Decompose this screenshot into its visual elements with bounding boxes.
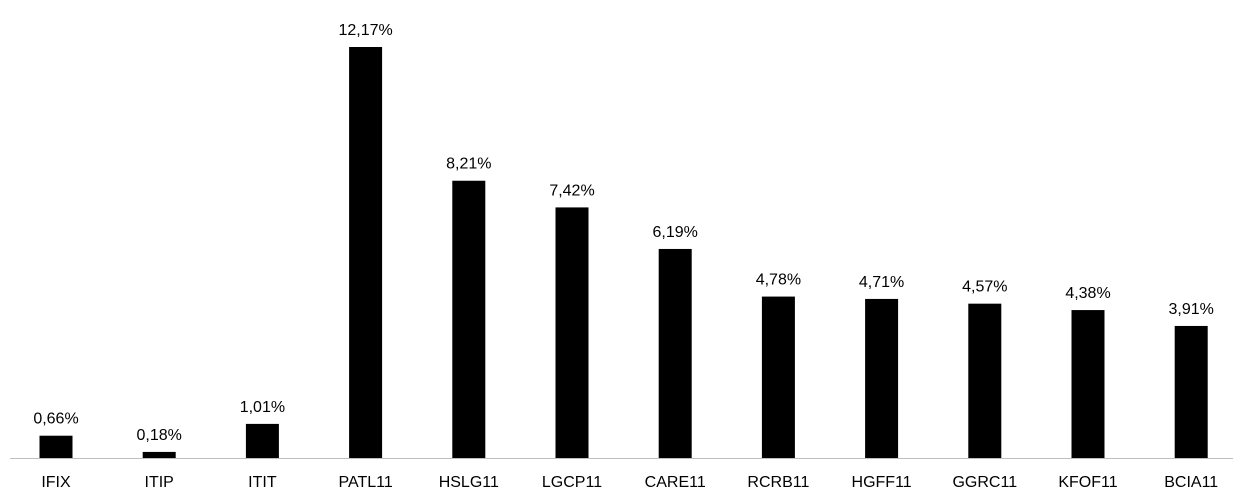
x-tick-label-rcrb11: RCRB11	[747, 474, 809, 491]
x-tick-label-hslg11: HSLG11	[439, 474, 499, 491]
x-tick-label-ggrc11: GGRC11	[952, 474, 1017, 491]
x-tick-label-bcia11: BCIA11	[1164, 474, 1218, 491]
data-label-hslg11: 8,21%	[446, 156, 491, 173]
x-tick-label-lgcp11: LGCP11	[542, 474, 602, 491]
bar-lgcp11	[555, 207, 589, 458]
data-label-bcia11: 3,91%	[1169, 301, 1214, 318]
bar-care11	[658, 248, 692, 458]
bar-patl11	[349, 47, 383, 458]
bar-ifix	[39, 435, 73, 458]
data-label-kfof11: 4,38%	[1065, 285, 1110, 302]
x-tick-labels: IFIX ITIP ITIT PATL11 HSLG11 LGCP11 CARE11 RCRB…	[41, 474, 1218, 491]
x-tick-label-ifix: IFIX	[41, 474, 71, 491]
bar-hslg11	[452, 180, 486, 458]
data-label-ggrc11: 4,57%	[962, 279, 1007, 296]
bar-hgff11	[865, 298, 899, 458]
data-labels: 0,66% 0,18% 1,01% 12,17% 8,21% 7,42% 6,19% 4,78…	[33, 22, 1214, 444]
x-tick-label-kfof11: KFOF11	[1058, 474, 1117, 491]
bar-itip	[142, 451, 176, 458]
x-tick-label-hgff11: HGFF11	[852, 474, 912, 491]
data-label-ifix: 0,66%	[33, 411, 78, 428]
bar-kfof11	[1071, 310, 1105, 458]
bar-ggrc11	[968, 303, 1002, 458]
bar-itit	[245, 423, 279, 458]
data-label-care11: 6,19%	[653, 224, 698, 241]
data-label-itit: 1,01%	[240, 399, 285, 416]
x-tick-label-patl11: PATL11	[338, 474, 392, 491]
data-label-hgff11: 4,71%	[859, 274, 904, 291]
data-label-rcrb11: 4,78%	[756, 272, 801, 289]
bar-bcia11	[1174, 325, 1208, 458]
data-label-itip: 0,18%	[137, 427, 182, 444]
bars	[39, 47, 1208, 458]
data-label-lgcp11: 7,42%	[549, 182, 594, 199]
x-tick-label-itit: ITIT	[248, 474, 277, 491]
x-tick-label-itip: ITIP	[145, 474, 174, 491]
x-tick-label-care11: CARE11	[645, 474, 706, 491]
bar-rcrb11	[761, 296, 795, 458]
data-label-patl11: 12,17%	[338, 22, 392, 39]
